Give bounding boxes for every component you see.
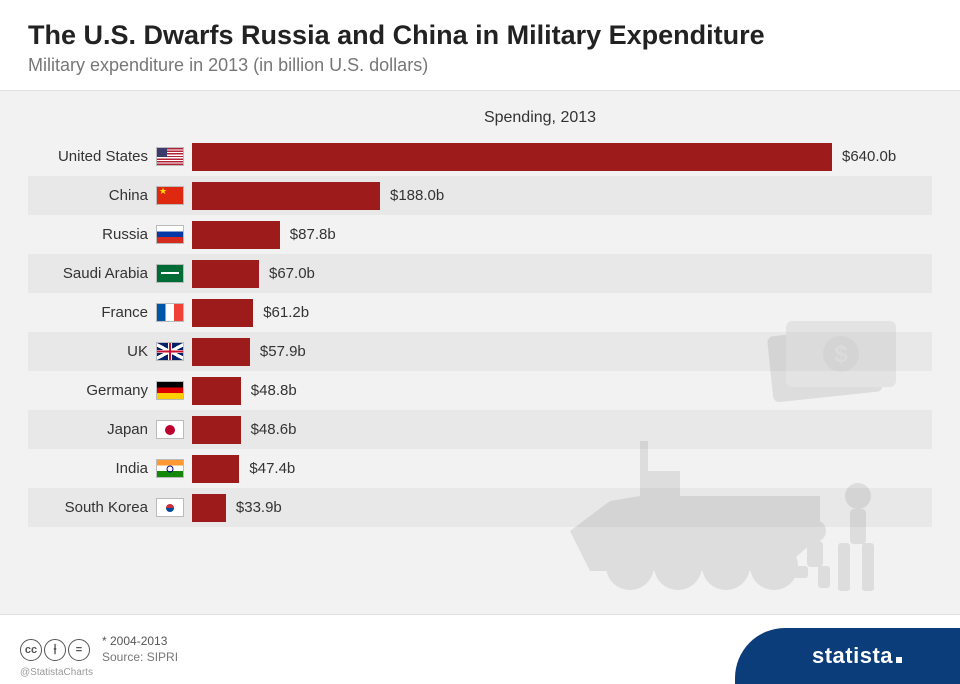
country-label: India xyxy=(28,460,156,477)
bar-container: $33.9b xyxy=(184,494,932,522)
flag-icon xyxy=(156,303,184,322)
table-row: South Korea $33.9b xyxy=(28,488,932,527)
bar xyxy=(192,416,241,444)
table-row: Saudi Arabia $67.0b xyxy=(28,254,932,293)
bar xyxy=(192,455,239,483)
chart-title: Spending, 2013 xyxy=(28,109,932,127)
bar-value: $57.9b xyxy=(260,343,306,360)
bar-value: $87.8b xyxy=(290,226,336,243)
bar-container: $57.9b xyxy=(184,338,932,366)
bar-container: $47.4b xyxy=(184,455,932,483)
bar-value: $33.9b xyxy=(236,499,282,516)
country-label: Saudi Arabia xyxy=(28,265,156,282)
footer-note: * 2004-2013 xyxy=(102,634,178,650)
nd-icon: = xyxy=(68,639,90,661)
cc-icon: cc xyxy=(20,639,42,661)
by-icon: ⍿ xyxy=(44,639,66,661)
bar-value: $67.0b xyxy=(269,265,315,282)
twitter-handle: @StatistaCharts xyxy=(20,667,93,678)
bar xyxy=(192,221,280,249)
table-row: United States $640.0b xyxy=(28,137,932,176)
bar xyxy=(192,338,250,366)
table-row: Japan $48.6b xyxy=(28,410,932,449)
page-title: The U.S. Dwarfs Russia and China in Mili… xyxy=(28,20,932,51)
cc-license-icons: cc ⍿ = xyxy=(20,639,90,661)
bar-value: $48.6b xyxy=(251,421,297,438)
bar-container: $188.0b xyxy=(184,182,932,210)
country-label: China xyxy=(28,187,156,204)
bar-value: $47.4b xyxy=(249,460,295,477)
bar xyxy=(192,494,226,522)
table-row: India $47.4b xyxy=(28,449,932,488)
bar-value: $640.0b xyxy=(842,148,896,165)
bar xyxy=(192,182,380,210)
flag-icon xyxy=(156,186,184,205)
footer-text: * 2004-2013 Source: SIPRI xyxy=(102,634,178,665)
bar-value: $61.2b xyxy=(263,304,309,321)
country-label: France xyxy=(28,304,156,321)
table-row: UK $57.9b xyxy=(28,332,932,371)
bar xyxy=(192,143,832,171)
flag-icon xyxy=(156,225,184,244)
flag-icon xyxy=(156,381,184,400)
bar xyxy=(192,299,253,327)
flag-icon xyxy=(156,420,184,439)
country-label: South Korea xyxy=(28,499,156,516)
flag-icon xyxy=(156,498,184,517)
table-row: Germany $48.8b xyxy=(28,371,932,410)
table-row: Russia $87.8b xyxy=(28,215,932,254)
flag-icon xyxy=(156,264,184,283)
bar-container: $48.8b xyxy=(184,377,932,405)
country-label: Germany xyxy=(28,382,156,399)
flag-icon xyxy=(156,342,184,361)
footer-source: Source: SIPRI xyxy=(102,650,178,666)
bar xyxy=(192,260,259,288)
table-row: France $61.2b xyxy=(28,293,932,332)
flag-icon xyxy=(156,147,184,166)
country-label: Russia xyxy=(28,226,156,243)
bar-container: $61.2b xyxy=(184,299,932,327)
table-row: China $188.0b xyxy=(28,176,932,215)
bar-value: $188.0b xyxy=(390,187,444,204)
chart-area: $ Spending, 2013 United States$640.0bChi… xyxy=(0,91,960,537)
page-subtitle: Military expenditure in 2013 (in billion… xyxy=(28,55,932,76)
bar-container: $640.0b xyxy=(184,143,932,171)
bar-value: $48.8b xyxy=(251,382,297,399)
bar-container: $48.6b xyxy=(184,416,932,444)
bar xyxy=(192,377,241,405)
footer: cc ⍿ = @StatistaCharts * 2004-2013 Sourc… xyxy=(0,614,960,684)
statista-logo: statista xyxy=(735,628,960,684)
country-label: Japan xyxy=(28,421,156,438)
bar-container: $87.8b xyxy=(184,221,932,249)
bar-container: $67.0b xyxy=(184,260,932,288)
chart-rows: United States $640.0b China $188.0b Russia $8… xyxy=(28,137,932,527)
header: The U.S. Dwarfs Russia and China in Mili… xyxy=(0,0,960,91)
flag-icon xyxy=(156,459,184,478)
country-label: UK xyxy=(28,343,156,360)
country-label: United States xyxy=(28,148,156,165)
